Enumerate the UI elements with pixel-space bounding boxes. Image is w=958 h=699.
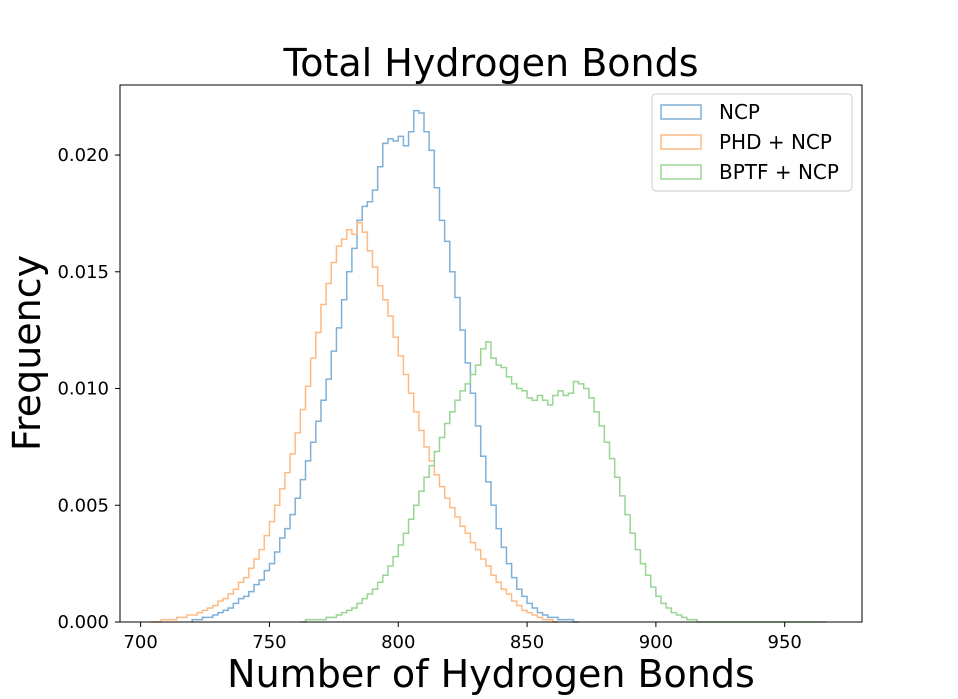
plot-frame	[119, 84, 863, 623]
legend-swatch-1	[660, 104, 702, 120]
y-axis: 0.000 0.005 0.010 0.015 0.020	[57, 145, 120, 633]
series-1-histogram	[191, 109, 579, 623]
x-tick-label: 900	[639, 632, 673, 653]
x-tick-label: 800	[381, 632, 415, 653]
x-tick-label: 750	[252, 632, 286, 653]
legend-swatch-3	[660, 164, 702, 180]
legend-label-1: NCP	[719, 100, 760, 124]
y-tick-label: 0.015	[57, 262, 109, 283]
x-tick-label: 950	[768, 632, 802, 653]
y-tick-label: 0.010	[57, 379, 109, 400]
legend-swatch-2	[660, 134, 702, 150]
x-tick-label: 700	[123, 632, 157, 653]
y-tick-label: 0.000	[57, 612, 109, 633]
series-3-histogram	[300, 341, 826, 623]
y-axis-label: Frequency	[5, 255, 49, 451]
legend-frame	[651, 93, 853, 192]
legend-label-2: PHD + NCP	[719, 130, 832, 154]
x-axis: 700 750 800 850 900 950	[123, 622, 802, 653]
legend: NCP PHD + NCP BPTF + NCP	[651, 93, 853, 192]
y-tick-label: 0.020	[57, 145, 109, 166]
x-tick-label: 850	[510, 632, 544, 653]
x-axis-label: Number of Hydrogen Bonds	[227, 652, 755, 696]
chart-title: Total Hydrogen Bonds	[282, 41, 698, 85]
legend-label-3: BPTF + NCP	[719, 160, 839, 184]
y-tick-label: 0.005	[57, 495, 109, 516]
series-2-histogram	[150, 222, 558, 623]
plot-series	[150, 109, 826, 623]
